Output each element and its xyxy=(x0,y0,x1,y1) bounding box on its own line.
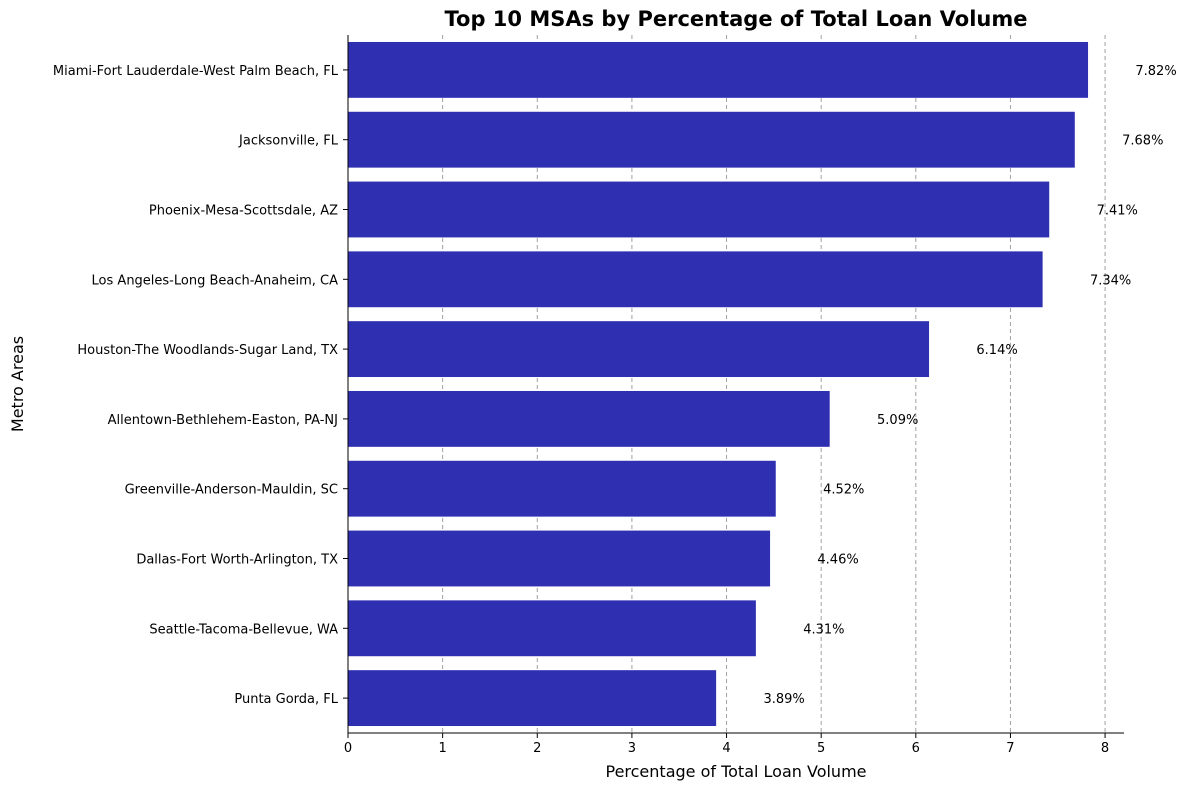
chart-title: Top 10 MSAs by Percentage of Total Loan … xyxy=(445,7,1028,31)
y-tick-label: Dallas-Fort Worth-Arlington, TX xyxy=(136,553,338,568)
data-label: 3.89% xyxy=(763,692,804,707)
data-labels: 7.82% 7.68% 7.41% 7.34% 6.14% 5.09% 4.52% 4.46%… xyxy=(763,64,1176,707)
data-label: 4.46% xyxy=(817,553,858,568)
bar xyxy=(348,111,1075,168)
x-tick-label: 0 xyxy=(344,741,352,756)
bar xyxy=(348,460,776,517)
y-tick-label: Houston-The Woodlands-Sugar Land, TX xyxy=(77,343,338,358)
y-tick-label: Greenville-Anderson-Mauldin, SC xyxy=(125,483,338,498)
y-tick-label: Phoenix-Mesa-Scottsdale, AZ xyxy=(149,204,338,219)
bar xyxy=(348,390,830,447)
x-axis-label: Percentage of Total Loan Volume xyxy=(605,762,866,781)
y-tick-label: Punta Gorda, FL xyxy=(234,692,338,707)
data-label: 7.82% xyxy=(1135,64,1176,79)
data-label: 7.34% xyxy=(1090,273,1131,288)
data-label: 7.68% xyxy=(1122,134,1163,149)
x-tick-label: 7 xyxy=(1006,741,1014,756)
bar xyxy=(348,670,717,727)
y-tick-label: Los Angeles-Long Beach-Anaheim, CA xyxy=(92,273,339,288)
x-tick-label: 5 xyxy=(817,741,825,756)
y-axis-label: Metro Areas xyxy=(8,336,27,432)
y-tick-label: Jacksonville, FL xyxy=(238,134,339,149)
bar xyxy=(348,41,1089,98)
y-tick-label: Seattle-Tacoma-Bellevue, WA xyxy=(149,622,338,637)
data-label: 4.31% xyxy=(803,622,844,637)
bar xyxy=(348,530,771,587)
x-tick-label: 1 xyxy=(438,741,446,756)
x-tick-label: 3 xyxy=(628,741,636,756)
data-label: 7.41% xyxy=(1097,204,1138,219)
x-tick-label: 4 xyxy=(722,741,730,756)
bar xyxy=(348,600,756,657)
bar xyxy=(348,181,1050,238)
data-label: 4.52% xyxy=(823,483,864,498)
x-tick-label: 2 xyxy=(533,741,541,756)
bar xyxy=(348,321,930,378)
y-tick-label: Allentown-Bethlehem-Easton, PA-NJ xyxy=(108,413,338,428)
y-tick-label: Miami-Fort Lauderdale-West Palm Beach, F… xyxy=(53,64,339,79)
bars xyxy=(348,41,1089,727)
data-label: 6.14% xyxy=(976,343,1017,358)
x-tick-label: 8 xyxy=(1101,741,1109,756)
bar xyxy=(348,251,1043,308)
x-tick-label: 6 xyxy=(912,741,920,756)
data-label: 5.09% xyxy=(877,413,918,428)
axes: 0 1 2 3 4 5 6 7 8 Miami-Fort Lauderdale-West Palm… xyxy=(53,35,1124,756)
